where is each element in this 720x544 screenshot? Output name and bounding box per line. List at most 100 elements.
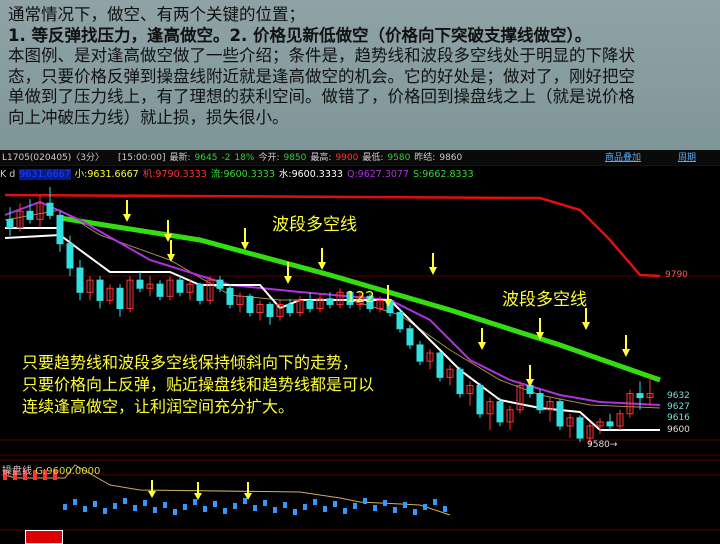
- candle: [646, 393, 654, 399]
- price-label: 9632: [667, 391, 690, 401]
- note-line: 只要趋势线和波段多空线保持倾斜向下的走势，: [22, 353, 359, 372]
- candle: [186, 283, 194, 293]
- low-marker: 9580→: [587, 440, 618, 450]
- candle: [26, 210, 34, 220]
- candle: [416, 344, 424, 362]
- change-value: -2: [221, 153, 231, 163]
- candle: [406, 328, 414, 346]
- candle: [376, 299, 384, 310]
- lower-candle: [323, 506, 327, 512]
- candle: [276, 303, 284, 318]
- candle: [396, 312, 404, 330]
- lower-candle: [123, 498, 127, 504]
- candle: [546, 401, 554, 411]
- candle: [306, 299, 314, 310]
- high-label: 最高:: [310, 153, 332, 163]
- candle: [36, 202, 44, 220]
- candle: [536, 393, 544, 411]
- period-button[interactable]: 周期: [678, 153, 697, 163]
- k-label: K d: [0, 169, 16, 180]
- candle: [336, 291, 344, 305]
- lower-candle: [233, 503, 237, 509]
- lower-candle: [353, 503, 357, 509]
- lower-title: 操盘线: [2, 466, 32, 477]
- arrow-icon: [164, 234, 172, 242]
- lower-candle: [283, 502, 287, 508]
- price-label: 9627: [667, 402, 690, 412]
- candle: [166, 279, 174, 297]
- candle: [556, 401, 564, 427]
- candle: [46, 202, 54, 216]
- candle: [96, 279, 104, 301]
- candle: [516, 384, 524, 411]
- low-value: 9580: [387, 153, 411, 163]
- candle: [356, 295, 364, 305]
- prev-label: 昨结:: [414, 153, 436, 163]
- intro-line: 本图例、是对逢高做空做了一些介绍；条件是，趋势线和波段多空线处于明显的下降状: [8, 46, 635, 65]
- lower-candle: [363, 498, 367, 504]
- overlay-button[interactable]: 商品叠加: [605, 153, 642, 163]
- lower-candle: [113, 503, 117, 509]
- candle: [16, 210, 24, 228]
- lower-candle: [53, 470, 57, 480]
- intro-line: 单做到了压力线上，有了理想的获利空间。做错了，价格回到操盘线之上（就是说价格: [8, 87, 635, 106]
- candle: [636, 393, 644, 399]
- lower-candle: [273, 507, 277, 513]
- lower-candle: [13, 470, 17, 480]
- arrow-icon: [526, 379, 534, 387]
- lower-candle: [133, 505, 137, 511]
- candle: [466, 384, 474, 395]
- lower-candle: [153, 507, 157, 513]
- arrow-icon: [123, 214, 131, 222]
- arrow-icon: [384, 299, 392, 307]
- candle: [616, 413, 624, 427]
- candle: [456, 368, 464, 395]
- lower-candle: [253, 505, 257, 511]
- lower-candle: [3, 470, 7, 480]
- k-value: 9631.6667: [19, 169, 71, 180]
- time: [15:00:00]: [118, 153, 166, 163]
- lower-candle: [393, 507, 397, 513]
- low-label: 最低:: [362, 153, 384, 163]
- latest-value: 9645: [194, 153, 218, 163]
- lower-value: G:9600.0000: [35, 466, 101, 477]
- candle: [566, 417, 574, 427]
- small-value: 小:9631.6667: [74, 169, 139, 180]
- candle: [346, 291, 354, 305]
- arrow-icon: [429, 267, 437, 275]
- arrow-icon: [622, 349, 630, 357]
- candle: [216, 279, 224, 289]
- candle: [196, 283, 204, 301]
- candle: [576, 417, 584, 439]
- lower-candle: [243, 498, 247, 504]
- lower-candle: [143, 500, 147, 506]
- candle: [586, 425, 594, 439]
- count-label: 122: [346, 288, 375, 306]
- action-button[interactable]: [25, 530, 63, 544]
- note-line: 连续逢高做空，让利润空间充分扩大。: [22, 397, 295, 416]
- candle: [136, 279, 144, 289]
- candle: [596, 421, 604, 427]
- lower-candle: [383, 500, 387, 506]
- band-label: 波段多空线: [272, 215, 357, 235]
- lower-candle: [33, 470, 37, 480]
- lower-candle: [163, 502, 167, 508]
- candle: [126, 279, 134, 310]
- green-value: 流:9600.3333: [210, 169, 275, 180]
- high-value: 9900: [335, 153, 359, 163]
- quote-header: L1705(020405)〈3分〉 [15:00:00] 最新: 9645 -2…: [0, 150, 720, 166]
- lower-candle: [193, 499, 197, 505]
- candle: [366, 295, 374, 309]
- s-value: S:9662.8333: [413, 169, 474, 180]
- price-label: 9790: [665, 270, 688, 280]
- price-label: 9600: [667, 425, 690, 435]
- lower-candle: [303, 504, 307, 510]
- arrow-icon: [582, 322, 590, 330]
- price-chart: [0, 187, 720, 531]
- candle: [66, 243, 74, 269]
- symbol: L1705(020405)〈3分〉: [2, 153, 105, 163]
- arrow-icon: [194, 493, 202, 500]
- candle: [86, 279, 94, 293]
- lower-panel-title: 操盘线 G:9600.0000: [2, 462, 100, 477]
- candle: [146, 283, 154, 289]
